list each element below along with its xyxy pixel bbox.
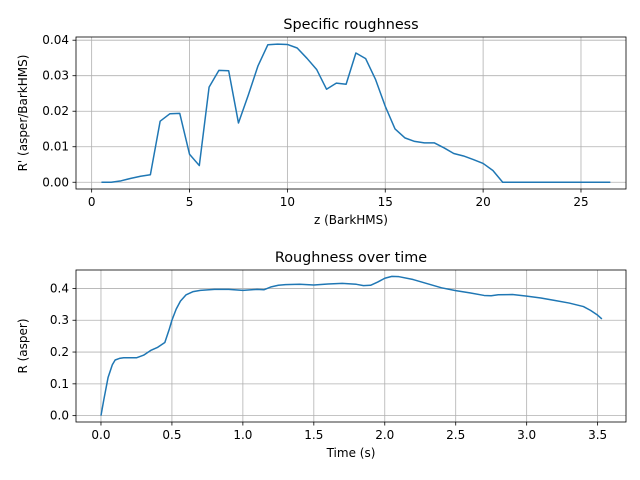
y-axis-label: R (asper) (16, 318, 30, 373)
axes-frame (75, 269, 627, 423)
y-tick-label: 0.1 (50, 377, 69, 391)
chart-panel-1: 0 5 10 15 20 25 0.00 0.01 0.02 0.03 0.04 Specific r… (16, 17, 627, 227)
x-tick-label: 0 (88, 195, 96, 209)
y-tick-label: 0.01 (42, 140, 69, 154)
x-axis-label: z (BarkHMS) (314, 213, 388, 227)
chart-title: Specific roughness (283, 17, 418, 33)
chart-panel-2: 0.0 0.5 1.0 1.5 2.0 2.5 3.0 3.5 0.0 0.1 0.2 0.3 0.4 R… (16, 250, 627, 460)
series-line (101, 43, 611, 183)
x-tick-label: 2.5 (446, 428, 465, 442)
axes-frame (75, 36, 627, 190)
x-tick-label: 20 (475, 195, 490, 209)
x-tick-label: 1.0 (233, 428, 252, 442)
x-tick-label: 15 (378, 195, 393, 209)
y-tick-label: 0.2 (50, 345, 69, 359)
x-axis-label: Time (s) (326, 446, 376, 460)
y-tick-label: 0.4 (50, 281, 69, 295)
y-axis-label: R' (asper/BarkHMS) (16, 55, 30, 172)
series-line (100, 275, 603, 416)
x-tick-label: 1.5 (304, 428, 323, 442)
chart-title: Roughness over time (275, 250, 427, 266)
y-tick-label: 0.04 (42, 33, 69, 47)
x-tick-label: 25 (573, 195, 588, 209)
x-tick-label: 0.5 (162, 428, 181, 442)
x-tick-label: 3.0 (517, 428, 536, 442)
y-tick-label: 0.3 (50, 313, 69, 327)
x-tick-label: 10 (280, 195, 295, 209)
x-tick-label: 5 (186, 195, 194, 209)
x-tick-label: 3.5 (588, 428, 607, 442)
y-tick-label: 0.00 (42, 175, 69, 189)
x-tick-label: 0.0 (91, 428, 110, 442)
y-tick-label: 0.0 (50, 409, 69, 423)
x-tick-label: 2.0 (375, 428, 394, 442)
y-tick-label: 0.02 (42, 104, 69, 118)
y-tick-label: 0.03 (42, 69, 69, 83)
